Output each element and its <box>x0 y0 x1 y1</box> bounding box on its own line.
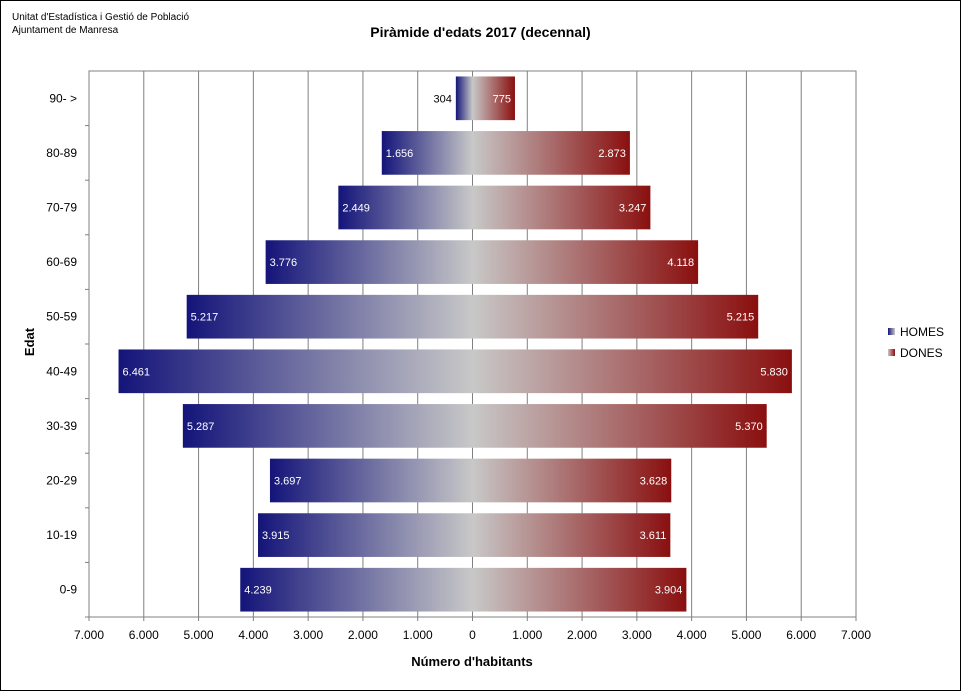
x-axis-title: Número d'habitants <box>411 654 533 669</box>
data-label-dones: 3.611 <box>640 530 667 542</box>
data-label-dones: 2.873 <box>598 148 626 160</box>
data-label-dones: 3.904 <box>655 585 683 597</box>
bar-homes <box>240 567 473 612</box>
x-tick-label: 1.000 <box>512 628 542 642</box>
data-label-dones: 3.247 <box>619 203 647 215</box>
bar-dones <box>472 131 630 175</box>
data-label-homes: 5.287 <box>187 421 215 433</box>
legend-swatch-homes <box>888 328 895 335</box>
x-axis-ticks: 7.000 6.000 5.000 4.000 3.000 2.000 1.000 0 1.00… <box>74 617 871 642</box>
data-label-dones: 3.628 <box>640 476 668 488</box>
x-tick-label: 3.000 <box>622 628 652 642</box>
data-label-dones: 5.830 <box>760 366 788 378</box>
legend-label-homes: HOMES <box>900 325 944 339</box>
x-tick-label: 5.000 <box>184 628 214 642</box>
y-tick-label: 20-29 <box>46 474 77 488</box>
x-tick-label: 6.000 <box>129 628 159 642</box>
bar-dones <box>472 404 767 448</box>
data-label-homes: 2.449 <box>342 203 370 215</box>
bar-dones <box>472 76 515 121</box>
y-tick-label: 90- > <box>49 91 77 105</box>
y-axis-ticks: 0-9 10-19 20-29 30-39 40-49 50-59 60-69 70-79 80… <box>46 91 89 618</box>
bar-homes <box>258 513 473 557</box>
data-label-homes: 4.239 <box>244 585 272 597</box>
bar-dones <box>472 458 672 503</box>
bar-homes <box>182 404 473 448</box>
bar-dones <box>472 513 671 557</box>
bar-homes <box>381 131 473 175</box>
y-tick-label: 40-49 <box>46 364 77 378</box>
source-note: Unitat d'Estadística i Gestió de Poblaci… <box>12 11 189 37</box>
data-label-homes: 5.217 <box>191 312 219 324</box>
legend: HOMES DONES <box>888 325 944 360</box>
data-label-dones: 4.118 <box>667 257 694 269</box>
bar-dones <box>472 185 651 230</box>
y-tick-label: 50-59 <box>46 310 77 324</box>
data-label-homes: 1.656 <box>386 148 414 160</box>
data-label-homes: 6.461 <box>123 366 151 378</box>
x-tick-label: 3.000 <box>293 628 323 642</box>
x-tick-label: 1.000 <box>403 628 433 642</box>
x-tick-label: 7.000 <box>841 628 871 642</box>
y-tick-label: 80-89 <box>46 146 77 160</box>
data-label-homes: 304 <box>433 93 451 105</box>
x-tick-label: 5.000 <box>731 628 761 642</box>
data-label-dones: 5.215 <box>727 312 755 324</box>
data-label-homes: 3.776 <box>270 257 298 269</box>
grid-lines <box>143 71 802 617</box>
x-tick-label: 4.000 <box>238 628 268 642</box>
legend-swatch-dones <box>888 349 895 356</box>
data-label-dones: 5.370 <box>735 421 763 433</box>
y-tick-label: 30-39 <box>46 419 77 433</box>
x-tick-label: 0 <box>469 628 476 642</box>
data-label-dones: 775 <box>493 93 511 105</box>
x-tick-label: 6.000 <box>786 628 816 642</box>
bar-homes <box>455 76 473 121</box>
bar-dones <box>472 240 699 284</box>
bar-homes <box>269 458 473 503</box>
y-axis-title: Edat <box>22 327 37 356</box>
bar-homes <box>118 349 473 394</box>
bar-dones <box>472 567 687 612</box>
y-tick-label: 0-9 <box>60 583 78 597</box>
x-tick-label: 4.000 <box>677 628 707 642</box>
bar-homes <box>186 294 473 339</box>
data-label-homes: 3.697 <box>274 476 302 488</box>
data-label-homes: 3.915 <box>262 530 290 542</box>
x-tick-label: 2.000 <box>348 628 378 642</box>
x-tick-label: 2.000 <box>567 628 597 642</box>
y-tick-label: 60-69 <box>46 255 77 269</box>
bars <box>118 76 792 612</box>
bar-dones <box>472 294 759 339</box>
x-tick-label: 7.000 <box>74 628 104 642</box>
bar-dones <box>472 349 792 394</box>
y-tick-label: 10-19 <box>46 528 77 542</box>
source-line-1: Unitat d'Estadística i Gestió de Poblaci… <box>12 12 190 23</box>
source-line-2: Ajuntament de Manresa <box>12 25 119 36</box>
bar-homes <box>338 185 473 230</box>
legend-label-dones: DONES <box>900 346 943 360</box>
chart-title: Piràmide d'edats 2017 (decennal) <box>370 24 591 40</box>
bar-homes <box>265 240 473 284</box>
data-labels: 4.239 3.904 3.915 3.611 3.697 3.628 5.287 5.370… <box>123 93 788 596</box>
y-tick-label: 70-79 <box>46 201 77 215</box>
